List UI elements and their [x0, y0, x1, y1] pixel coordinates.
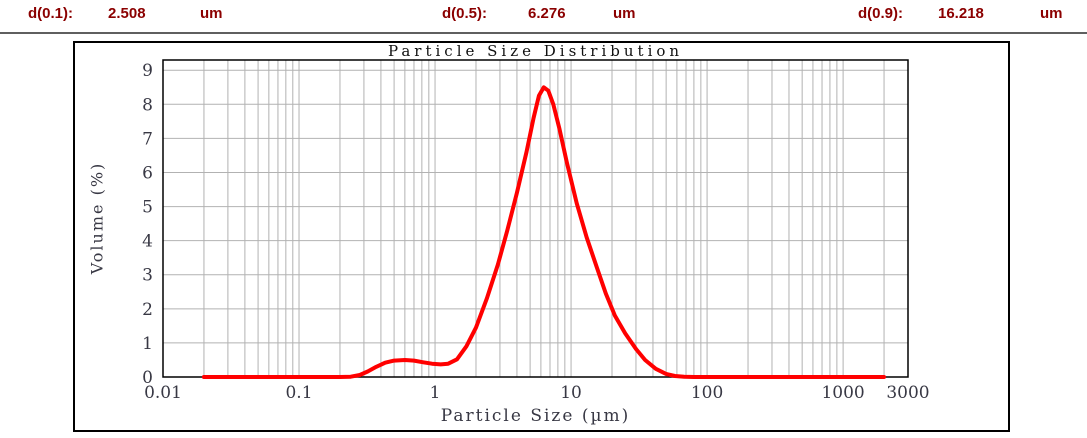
y-tick-label: 9 — [142, 61, 153, 81]
d50-unit: um — [613, 5, 636, 22]
volume-curve — [201, 85, 886, 379]
chart-title: Particle Size Distribution — [387, 42, 684, 60]
y-tick-label: 3 — [142, 266, 153, 286]
x-tick-label: 0.01 — [144, 383, 182, 403]
x-tick-label: 3000 — [886, 383, 929, 403]
d90-label: d(0.9): — [858, 5, 903, 22]
d90-unit: um — [1040, 5, 1063, 22]
d10-value: 2.508 — [108, 5, 146, 22]
d50-value: 6.276 — [528, 5, 566, 22]
x-tick-label: 1000 — [821, 383, 864, 403]
d90-value: 16.218 — [938, 5, 984, 22]
x-axis-title: Particle Size (µm) — [440, 406, 631, 426]
y-tick-label: 1 — [142, 334, 153, 354]
y-tick-label: 2 — [142, 300, 153, 320]
y-tick-label: 4 — [142, 232, 153, 252]
x-tick-labels: 0.01 0.1 1 10 100 1000 3000 — [144, 383, 930, 403]
y-tick-label: 7 — [142, 129, 153, 149]
x-tick-label: 10 — [560, 383, 582, 403]
grid-lines — [163, 60, 908, 377]
d50-label: d(0.5): — [442, 5, 487, 22]
plot-border — [162, 59, 909, 378]
y-tick-label: 6 — [142, 163, 153, 183]
chart-frame — [73, 41, 1010, 432]
y-axis-title: Volume (%) — [87, 161, 107, 275]
d10-unit: um — [200, 5, 223, 22]
header-separator-line — [0, 32, 1087, 34]
x-tick-label: 100 — [691, 383, 723, 403]
x-tick-label: 1 — [430, 383, 441, 403]
d10-label: d(0.1): — [28, 5, 73, 22]
x-tick-label: 0.1 — [285, 383, 312, 403]
y-tick-label: 0 — [142, 368, 153, 388]
y-tick-label: 5 — [142, 198, 153, 218]
y-tick-label: 8 — [142, 95, 153, 115]
y-tick-labels: 0 1 2 3 4 5 6 7 8 9 — [142, 61, 153, 388]
